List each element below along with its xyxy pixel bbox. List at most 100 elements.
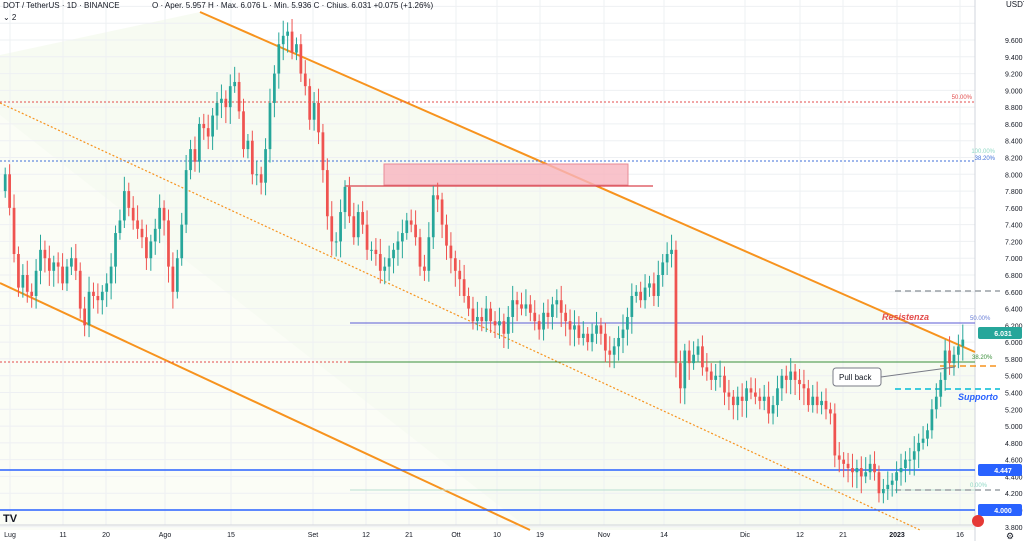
- candle-body: [489, 308, 492, 322]
- candle-body: [312, 102, 316, 120]
- candle-body: [784, 375, 788, 380]
- resistance-label: Resistenza: [882, 312, 929, 322]
- candle-body: [303, 73, 307, 87]
- candle-body: [736, 396, 740, 406]
- candle-body: [714, 375, 718, 380]
- candle-body: [396, 241, 400, 250]
- candle-body: [445, 224, 448, 246]
- candle-body: [480, 316, 484, 322]
- candle-body: [573, 325, 576, 330]
- candle-body: [652, 283, 656, 296]
- candle-body: [908, 459, 912, 461]
- resistance-zone: [383, 163, 629, 186]
- candle-body: [806, 388, 810, 406]
- y-tick-label: 6.800: [1005, 273, 1023, 280]
- candle-body: [334, 241, 338, 243]
- candle-body: [405, 220, 409, 234]
- y-tick-label: 6.200: [1005, 323, 1023, 330]
- candle-body: [246, 140, 250, 150]
- candle-body: [793, 371, 797, 380]
- candle-body: [34, 270, 38, 296]
- candle-body: [211, 115, 214, 137]
- y-tick-label: 6.400: [1005, 307, 1023, 314]
- fib-382-label: 38.20%: [975, 156, 996, 162]
- candle-body: [436, 195, 440, 200]
- candle-body: [409, 220, 413, 225]
- x-tick-label: Ott: [451, 532, 460, 539]
- y-tick-label: 7.600: [1005, 206, 1023, 213]
- candle-body: [220, 98, 223, 103]
- candle-body: [754, 392, 757, 397]
- candle-body: [167, 220, 170, 267]
- candle-body: [599, 325, 603, 334]
- candle-body: [476, 316, 479, 322]
- candle-body: [873, 463, 876, 473]
- candle-body: [198, 123, 201, 162]
- candle-body: [370, 249, 373, 251]
- candle-body: [564, 312, 568, 322]
- candle-body: [643, 287, 647, 301]
- candle-body: [926, 430, 929, 439]
- candle-body: [264, 149, 267, 183]
- candle-body: [740, 396, 744, 401]
- candle-body: [815, 396, 819, 406]
- candle-body: [723, 375, 726, 393]
- x-tick-label: 15: [227, 532, 235, 539]
- x-tick-label: 14: [660, 532, 668, 539]
- candle-body: [776, 388, 779, 406]
- y-tick-label: 3.800: [1005, 525, 1023, 532]
- candle-body: [961, 339, 965, 347]
- y-tick-label: 9.400: [1005, 55, 1023, 62]
- y-tick-label: 5.800: [1005, 357, 1023, 364]
- candle-body: [43, 249, 47, 259]
- candle-body: [361, 212, 365, 225]
- candle-body: [242, 111, 245, 150]
- candle-body: [957, 346, 960, 355]
- candle-body: [617, 337, 620, 347]
- candle-body: [330, 216, 334, 242]
- y-tick-label: 7.800: [1005, 189, 1023, 196]
- candle-body: [17, 254, 20, 288]
- x-tick-label: 2023: [889, 532, 905, 539]
- candle-body: [674, 249, 678, 364]
- candle-body: [105, 283, 109, 292]
- candle-body: [665, 254, 669, 263]
- y-tick-label: 7.400: [1005, 223, 1023, 230]
- candle-body: [648, 283, 651, 288]
- candle-body: [639, 291, 643, 301]
- candle-body: [904, 459, 907, 469]
- y-tick-label: 5.200: [1005, 407, 1023, 414]
- candle-body: [65, 266, 69, 284]
- candle-body: [286, 31, 289, 36]
- candle-body: [895, 472, 898, 481]
- candle-body: [12, 207, 16, 255]
- candle-body: [705, 367, 709, 372]
- candle-body: [626, 316, 629, 330]
- candle-body: [259, 174, 263, 183]
- candle-body: [290, 31, 294, 53]
- candle-body: [25, 275, 29, 292]
- candle-body: [295, 44, 298, 53]
- candle-body: [537, 321, 541, 330]
- y-tick-label: 6.600: [1005, 290, 1023, 297]
- ohlc-readout: O · Aper. 5.957 H · Max. 6.076 L · Min. …: [152, 1, 434, 10]
- level-4000-badge-bg: [978, 504, 1022, 516]
- candle-body: [145, 237, 148, 259]
- indicator-count: ⌄ 2: [3, 13, 17, 22]
- x-tick-label: 12: [362, 532, 370, 539]
- x-tick-label: 11: [59, 532, 66, 539]
- y-tick-label: 5.400: [1005, 391, 1023, 398]
- y-tick-label: 9.200: [1005, 72, 1023, 79]
- x-tick-label: Dic: [740, 532, 751, 539]
- last-price-badge-bg: [978, 327, 1022, 339]
- candle-body: [56, 262, 60, 267]
- candle-body: [851, 468, 854, 473]
- candle-body: [687, 350, 691, 364]
- candle-body: [193, 149, 197, 162]
- candle-body: [528, 304, 532, 313]
- candle-body: [771, 405, 775, 414]
- candle-body: [881, 489, 885, 494]
- candle-body: [577, 325, 581, 338]
